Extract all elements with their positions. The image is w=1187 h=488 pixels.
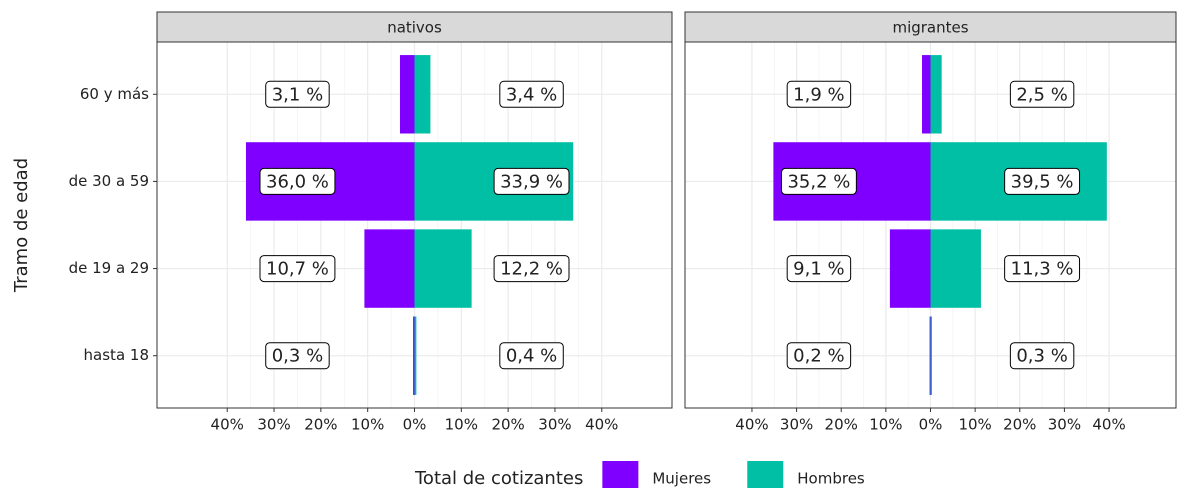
value-label-box — [1009, 342, 1075, 370]
value-label: 12,2 % — [493, 255, 570, 283]
value-label: 35,2 % — [780, 167, 857, 195]
bar — [414, 316, 417, 395]
x-tick-label: 40% — [735, 416, 768, 434]
x-tick-label: 40% — [1092, 416, 1125, 434]
bar — [414, 55, 431, 134]
value-label: 2,5 % — [1009, 80, 1075, 108]
legend-label: Mujeres — [652, 470, 711, 488]
x-tick-label: 40% — [585, 416, 618, 434]
value-label-box — [259, 167, 336, 195]
value-label-text: 12,2 % — [500, 259, 563, 280]
facet-title: nativos — [387, 19, 442, 37]
x-tick-label: 30% — [538, 416, 571, 434]
x-tick-label: 0% — [919, 416, 943, 434]
facet-title: migrantes — [892, 19, 968, 37]
bar — [414, 229, 472, 308]
x-tick-label: 20% — [304, 416, 337, 434]
y-tick-label: de 19 a 29 — [69, 259, 149, 277]
value-label-text: 0,3 % — [1016, 346, 1067, 367]
value-label-box — [493, 167, 570, 195]
value-label-box — [1004, 255, 1081, 283]
legend-title: Total de cotizantes — [414, 468, 583, 488]
value-label-text: 39,5 % — [1011, 171, 1074, 192]
value-label-text: 33,9 % — [500, 171, 563, 192]
value-label-text: 0,4 % — [506, 346, 557, 367]
value-label: 39,5 % — [1004, 167, 1081, 195]
value-label-text: 0,3 % — [272, 346, 323, 367]
bar — [889, 229, 931, 308]
legend-swatch — [747, 461, 784, 488]
x-tick-label: 30% — [780, 416, 813, 434]
x-tick-label: 10% — [869, 416, 902, 434]
legend-label: Hombres — [797, 470, 865, 488]
x-tick-label: 30% — [1048, 416, 1081, 434]
value-label-text: 11,3 % — [1011, 259, 1074, 280]
value-label-box — [1004, 167, 1081, 195]
value-label: 0,2 % — [786, 342, 852, 370]
value-label-text: 36,0 % — [266, 171, 329, 192]
y-tick-label: hasta 18 — [84, 346, 149, 364]
value-label-text: 3,1 % — [272, 84, 323, 105]
value-label-box — [786, 255, 852, 283]
value-label-text: 3,4 % — [506, 84, 557, 105]
legend-swatch — [602, 461, 639, 488]
value-label: 36,0 % — [259, 167, 336, 195]
value-label-box — [786, 342, 852, 370]
x-tick-label: 20% — [825, 416, 858, 434]
value-label-box — [499, 80, 564, 108]
bar — [929, 316, 932, 395]
value-label: 9,1 % — [786, 255, 852, 283]
x-tick-label: 0% — [403, 416, 427, 434]
value-label-box — [780, 167, 857, 195]
value-label-box — [259, 255, 336, 283]
bar — [930, 316, 932, 395]
value-label-text: 2,5 % — [1016, 84, 1067, 105]
value-label-box — [1009, 80, 1075, 108]
value-label-text: 10,7 % — [266, 259, 329, 280]
x-tick-label: 40% — [211, 416, 244, 434]
x-tick-label: 10% — [351, 416, 384, 434]
value-label: 0,3 % — [1009, 342, 1075, 370]
value-label: 1,9 % — [786, 80, 852, 108]
value-label: 11,3 % — [1004, 255, 1081, 283]
value-label: 0,3 % — [265, 342, 330, 370]
value-label-box — [499, 342, 564, 370]
y-tick-label: 60 y más — [80, 85, 149, 103]
y-tick-label: de 30 a 59 — [69, 172, 149, 190]
x-tick-label: 20% — [1003, 416, 1036, 434]
value-label-box — [265, 80, 330, 108]
x-tick-label: 10% — [445, 416, 478, 434]
value-label-text: 1,9 % — [793, 84, 844, 105]
bar — [413, 316, 415, 395]
bar — [399, 55, 415, 134]
x-tick-label: 20% — [491, 416, 524, 434]
bar — [930, 229, 981, 308]
value-label: 10,7 % — [259, 255, 336, 283]
value-label: 3,1 % — [265, 80, 330, 108]
bar — [922, 55, 931, 134]
value-label: 33,9 % — [493, 167, 570, 195]
value-label-box — [493, 255, 570, 283]
value-label: 0,4 % — [499, 342, 564, 370]
bar — [364, 229, 415, 308]
x-tick-label: 10% — [958, 416, 991, 434]
value-label-text: 0,2 % — [793, 346, 844, 367]
value-label-box — [786, 80, 852, 108]
panel-strip — [684, 11, 1177, 43]
value-label: 3,4 % — [499, 80, 564, 108]
value-label-text: 35,2 % — [787, 171, 850, 192]
value-label-box — [265, 342, 330, 370]
panel-strip — [156, 11, 673, 43]
bar — [930, 55, 942, 134]
x-tick-label: 30% — [257, 416, 290, 434]
value-label-text: 9,1 % — [793, 259, 844, 280]
y-axis-label: Tramo de edad — [11, 158, 32, 293]
